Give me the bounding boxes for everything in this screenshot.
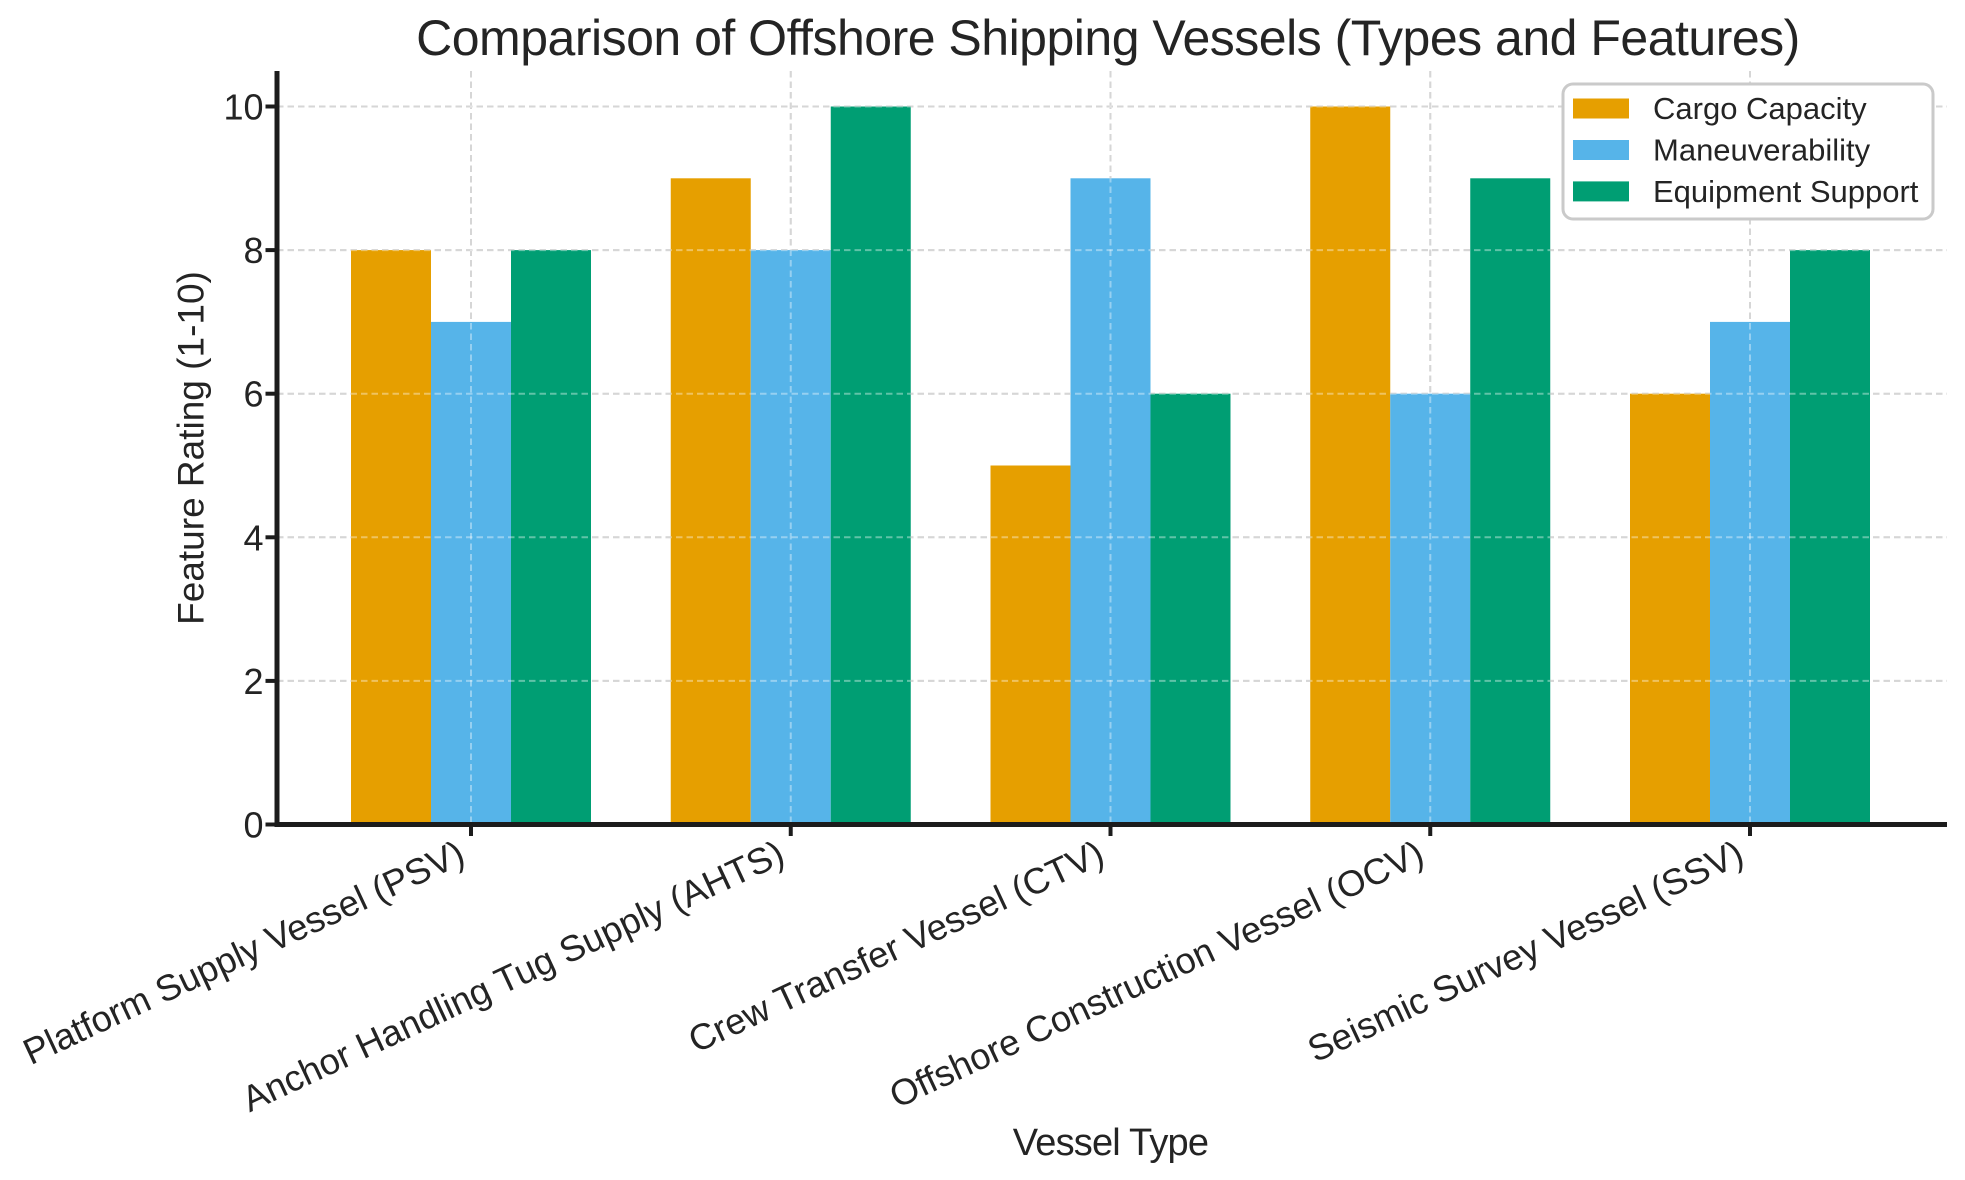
svg-text:8: 8 xyxy=(243,230,263,271)
svg-text:Equipment Support: Equipment Support xyxy=(1653,174,1919,209)
svg-text:0: 0 xyxy=(243,805,263,846)
svg-text:Maneuverability: Maneuverability xyxy=(1653,133,1871,168)
svg-text:10: 10 xyxy=(223,87,263,128)
svg-text:2: 2 xyxy=(243,661,263,702)
svg-text:6: 6 xyxy=(243,374,263,415)
svg-text:Vessel Type: Vessel Type xyxy=(1013,1122,1208,1164)
svg-text:4: 4 xyxy=(243,517,263,558)
svg-text:Feature Rating (1-10): Feature Rating (1-10) xyxy=(171,271,212,625)
svg-text:Comparison of Offshore Shippin: Comparison of Offshore Shipping Vessels … xyxy=(416,10,1800,66)
svg-text:Cargo Capacity: Cargo Capacity xyxy=(1653,91,1867,126)
